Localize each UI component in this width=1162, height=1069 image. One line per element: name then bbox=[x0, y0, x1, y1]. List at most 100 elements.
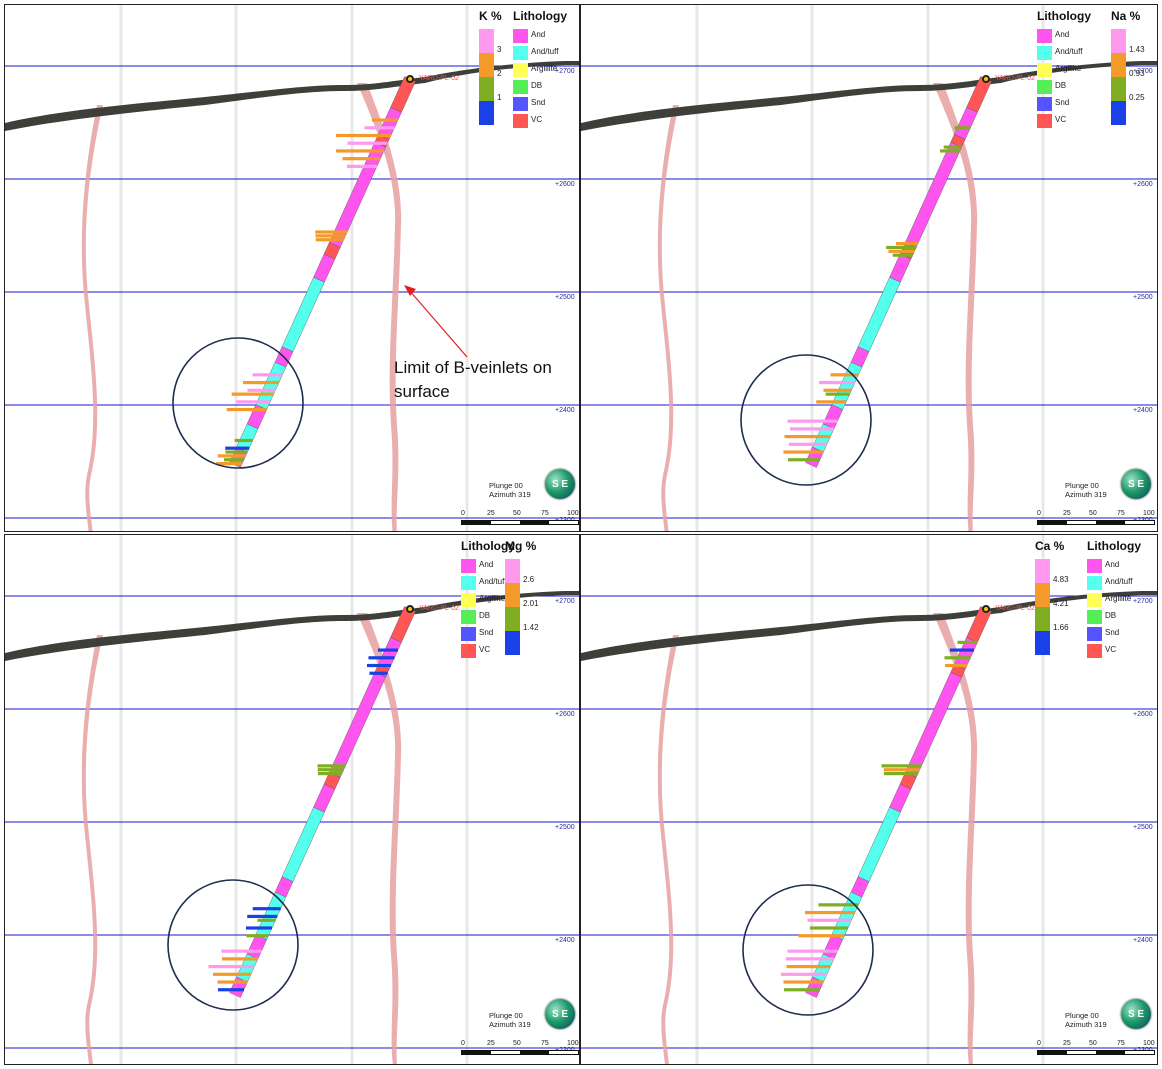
veinlet-limit-west bbox=[657, 635, 679, 1064]
veinlet-limit-west bbox=[81, 105, 103, 531]
assay-bar bbox=[785, 957, 834, 961]
scale-bar: 0 25 50 75 100 bbox=[1037, 1040, 1157, 1055]
company-logo-icon: S E bbox=[1121, 469, 1151, 499]
lithology-swatch bbox=[513, 29, 528, 43]
assay-bar bbox=[809, 926, 848, 930]
hole-segment-and-tuff bbox=[281, 806, 325, 882]
scale-tick-label: 75 bbox=[541, 510, 549, 517]
assay-bar bbox=[315, 234, 346, 238]
assay-bar bbox=[234, 438, 253, 443]
assay-bar bbox=[944, 656, 971, 660]
assay-bar bbox=[369, 671, 388, 675]
lithology-label: Argillite bbox=[531, 64, 558, 73]
elevation-label: +2700 bbox=[555, 598, 575, 605]
lithology-swatch bbox=[461, 627, 476, 641]
collar-marker-center bbox=[408, 77, 412, 81]
assay-bar bbox=[246, 934, 269, 938]
elevation-label: +2500 bbox=[1133, 824, 1153, 831]
elevation-label: +2700 bbox=[1133, 598, 1153, 605]
assay-scale-label: 3 bbox=[497, 45, 502, 54]
annotation-text: Limit of B-veinlets on surface bbox=[394, 356, 552, 404]
assay-bar bbox=[368, 656, 395, 660]
lithology-label: DB bbox=[1055, 81, 1067, 90]
assay-scale-swatch bbox=[1035, 583, 1050, 607]
lithology-legend-title: Lithology bbox=[461, 539, 515, 553]
assay-bar bbox=[943, 145, 962, 149]
lithology-swatch bbox=[1037, 63, 1052, 77]
annotation-line-2: surface bbox=[394, 382, 450, 401]
scale-tick-label: 25 bbox=[487, 510, 495, 517]
hole-label: YARD-PL-02 bbox=[419, 605, 459, 612]
assay-bar bbox=[217, 454, 246, 458]
topography-surface bbox=[581, 61, 1157, 131]
lithology-label: Argillite bbox=[1055, 64, 1082, 73]
assay-scale-swatch bbox=[1111, 29, 1126, 53]
assay-bar bbox=[786, 964, 831, 969]
scale-tick-label: 50 bbox=[513, 1040, 521, 1047]
assay-bar bbox=[830, 373, 859, 377]
elevation-label: +2400 bbox=[1133, 937, 1153, 944]
assay-bar bbox=[236, 400, 271, 404]
topography-surface bbox=[581, 591, 1157, 661]
topography-surface bbox=[5, 591, 579, 661]
assay-legend-title: K % bbox=[479, 9, 502, 23]
section-view bbox=[581, 535, 1157, 1064]
assay-bar bbox=[335, 149, 384, 153]
azimuth-label: Azimuth 319 bbox=[489, 490, 531, 499]
assay-bar bbox=[315, 238, 344, 242]
assay-bar bbox=[818, 903, 859, 907]
assay-scale-swatch bbox=[1035, 559, 1050, 583]
assay-bar bbox=[939, 149, 960, 153]
lithology-label: Argillite bbox=[479, 594, 506, 603]
azimuth-label: Azimuth 319 bbox=[1065, 490, 1107, 499]
lithology-label: And bbox=[531, 30, 546, 39]
lithology-swatch bbox=[1087, 593, 1102, 607]
assay-bar bbox=[335, 133, 391, 138]
assay-bar bbox=[895, 241, 918, 246]
hole-segment-and-tuff bbox=[857, 276, 901, 352]
assay-bar bbox=[892, 253, 913, 257]
assay-bar bbox=[787, 949, 838, 953]
scale-tick-label: 100 bbox=[567, 1040, 579, 1047]
lithology-swatch bbox=[513, 63, 528, 77]
lithology-swatch bbox=[461, 576, 476, 590]
elevation-label: +2500 bbox=[1133, 294, 1153, 301]
assay-scale-label: 4.21 bbox=[1053, 599, 1069, 608]
topography-surface bbox=[5, 61, 579, 131]
lithology-label: And bbox=[1055, 30, 1070, 39]
lithology-swatch bbox=[513, 114, 528, 128]
assay-scale-label: 0.25 bbox=[1129, 93, 1145, 102]
scale-bar-graphic bbox=[461, 1050, 579, 1055]
scale-bar: 0 25 50 75 100 bbox=[461, 510, 579, 525]
lithology-swatch bbox=[461, 610, 476, 624]
assay-scale-label: 4.83 bbox=[1053, 575, 1069, 584]
assay-bar bbox=[783, 450, 824, 454]
assay-scale-swatch bbox=[479, 53, 494, 77]
lithology-swatch bbox=[1087, 644, 1102, 658]
assay-bar bbox=[317, 771, 342, 776]
company-logo-icon: S E bbox=[545, 469, 575, 499]
lithology-swatch bbox=[513, 46, 528, 60]
hole-segment-and bbox=[329, 671, 386, 778]
collar-marker-center bbox=[984, 77, 988, 81]
lithology-swatch bbox=[1037, 97, 1052, 111]
highlight-circle bbox=[740, 354, 872, 486]
assay-scale-swatch bbox=[505, 631, 520, 655]
assay-bar bbox=[371, 118, 398, 122]
assay-scale-label: 0.93 bbox=[1129, 69, 1145, 78]
hole-segment-and-tuff bbox=[857, 806, 901, 882]
lithology-label: And/tuff bbox=[531, 47, 559, 56]
scale-tick-label: 25 bbox=[487, 1040, 495, 1047]
assay-legend-title: Ca % bbox=[1035, 539, 1065, 553]
assay-bar bbox=[787, 419, 838, 423]
hole-segment-and-tuff bbox=[831, 891, 863, 940]
assay-bar bbox=[347, 141, 388, 145]
elevation-label: +2700 bbox=[555, 68, 575, 75]
panel-na: YARD-PL-02+2700+2600+2500+2400+2300Plung… bbox=[580, 4, 1158, 532]
assay-scale-label: 1 bbox=[497, 93, 502, 102]
veinlet-limit-west bbox=[81, 635, 103, 1064]
assay-bar bbox=[798, 934, 845, 938]
assay-bar bbox=[784, 434, 831, 439]
azimuth-label: Azimuth 319 bbox=[489, 1020, 531, 1029]
lithology-swatch bbox=[513, 80, 528, 94]
